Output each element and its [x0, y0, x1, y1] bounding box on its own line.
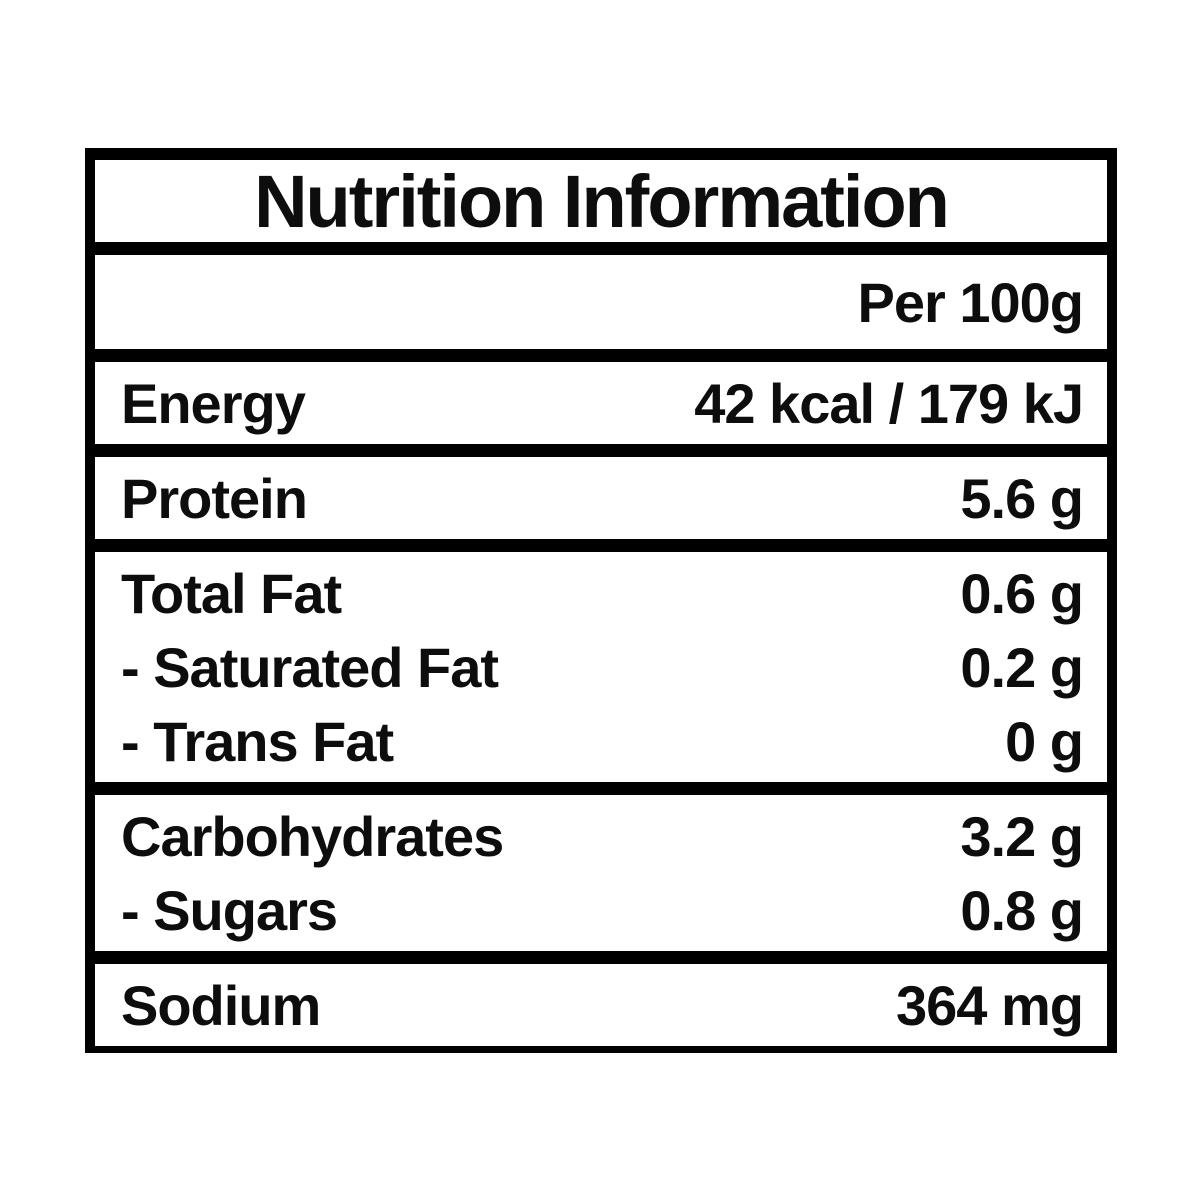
nutrient-section: Energy 42 kcal / 179 kJ	[95, 362, 1107, 444]
nutrient-name: - Saturated Fat	[121, 635, 499, 699]
nutrient-name: Sodium	[121, 973, 321, 1037]
nutrient-name: - Sugars	[121, 878, 338, 942]
nutrient-row: - Saturated Fat 0.2 g	[121, 630, 1084, 704]
label-title-section: Nutrition Information	[95, 159, 1107, 243]
nutrient-value: 0.6 g	[960, 561, 1084, 625]
nutrient-name: Energy	[121, 371, 306, 435]
nutrient-section: Sodium 364 mg	[95, 964, 1107, 1046]
nutrient-value: 364 mg	[896, 973, 1084, 1037]
serving-header-section: Per 100g	[95, 255, 1107, 349]
nutrient-row: Energy 42 kcal / 179 kJ	[121, 366, 1084, 440]
nutrition-label: Nutrition Information Per 100g Energy 42 …	[85, 148, 1117, 1053]
nutrient-value: 0 g	[1005, 709, 1084, 773]
nutrient-value: 3.2 g	[960, 804, 1084, 868]
nutrient-value: 0.8 g	[960, 878, 1084, 942]
nutrient-name: Carbohydrates	[121, 804, 504, 868]
nutrient-row: Total Fat 0.6 g	[121, 556, 1084, 630]
nutrient-value: 42 kcal / 179 kJ	[694, 371, 1084, 435]
nutrient-row: - Sugars 0.8 g	[121, 873, 1084, 947]
nutrient-row: Carbohydrates 3.2 g	[121, 799, 1084, 873]
serving-column-header: Per 100g	[857, 270, 1084, 334]
nutrient-row: - Trans Fat 0 g	[121, 704, 1084, 778]
nutrient-section: Carbohydrates 3.2 g - Sugars 0.8 g	[95, 795, 1107, 951]
nutrient-value: 0.2 g	[960, 635, 1084, 699]
nutrient-section: Total Fat 0.6 g- Saturated Fat 0.2 g- Tran…	[95, 552, 1107, 782]
nutrient-section: Protein 5.6 g	[95, 457, 1107, 539]
nutrient-row: Protein 5.6 g	[121, 461, 1084, 535]
nutrient-name: Total Fat	[121, 561, 342, 625]
label-title: Nutrition Information	[254, 159, 950, 243]
nutrient-value: 5.6 g	[960, 466, 1084, 530]
nutrient-name: - Trans Fat	[121, 709, 394, 773]
nutrient-name: Protein	[121, 466, 308, 530]
nutrient-row: Sodium 364 mg	[121, 968, 1084, 1042]
